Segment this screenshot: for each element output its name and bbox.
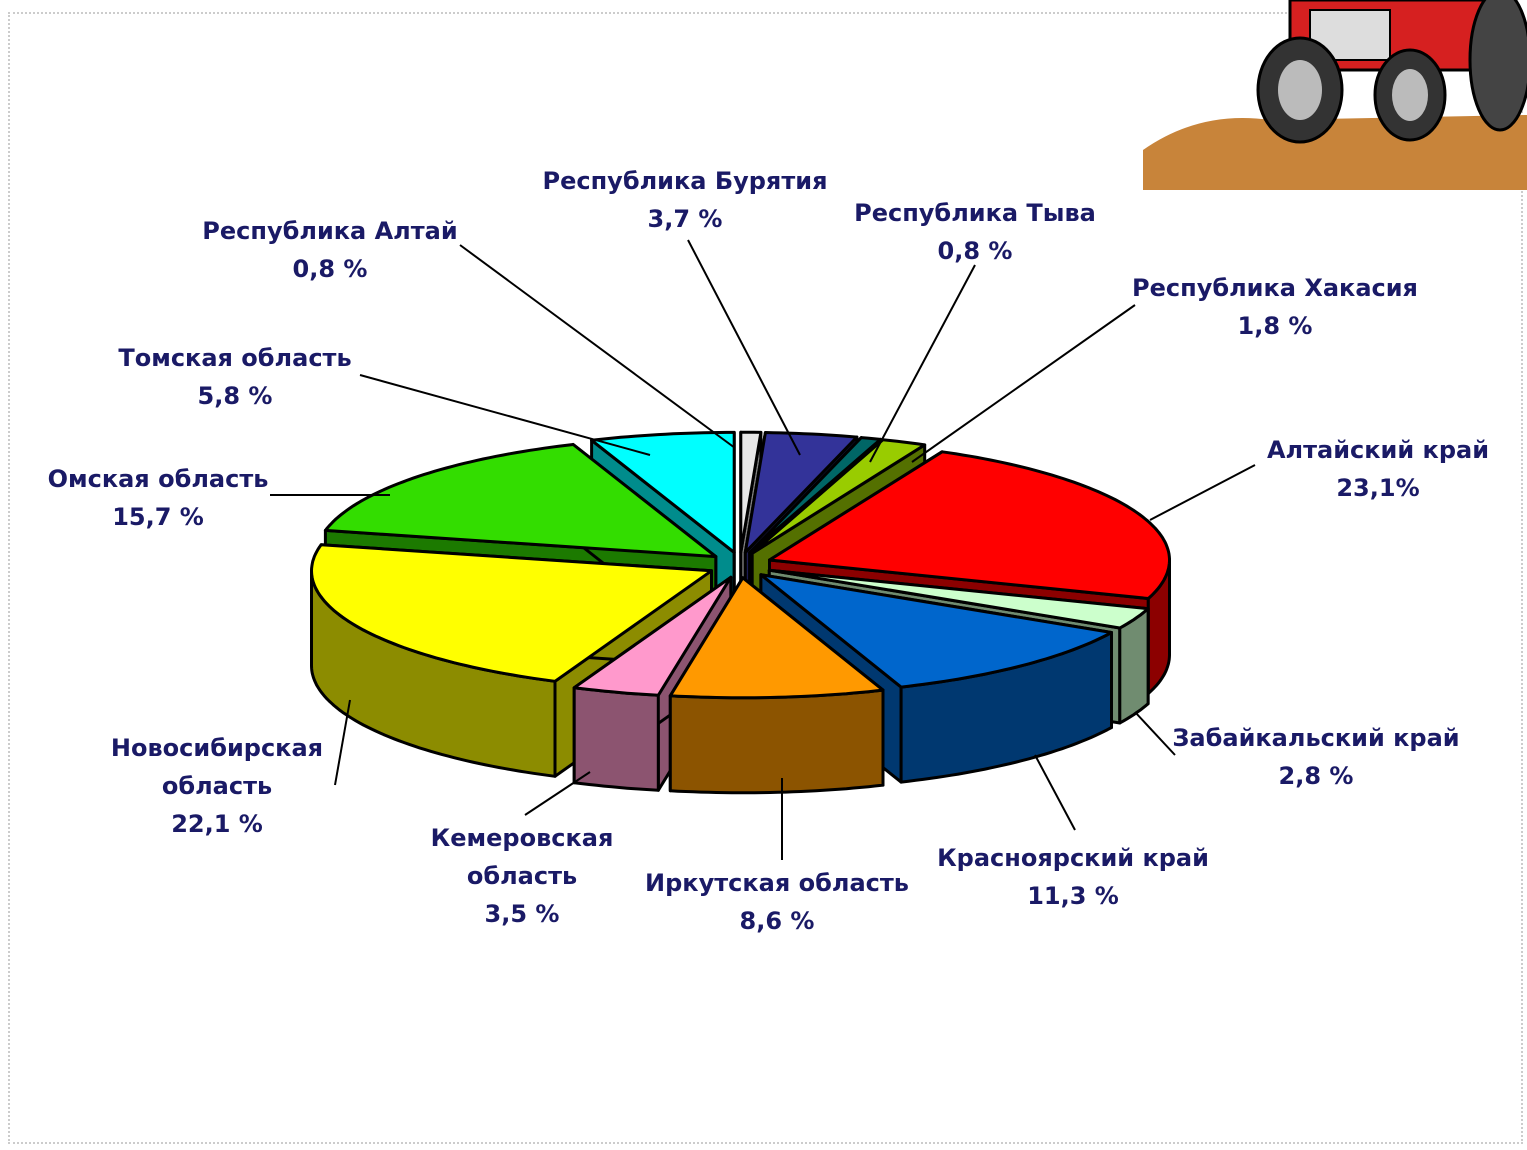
data-label: Республика Бурятия 3,7 % <box>485 162 885 238</box>
leader-line <box>1134 711 1176 756</box>
value-label: 22,1 % <box>171 810 263 838</box>
slice-top <box>767 568 1150 630</box>
category-label: Республика Алтай <box>202 217 458 245</box>
category-label: Республика Тыва <box>854 199 1096 227</box>
value-label: 15,7 % <box>112 503 204 531</box>
data-label: Омская область 15,7 % <box>0 460 358 536</box>
category-label: Кемеровская область <box>430 824 614 890</box>
data-label: Томская область 5,8 % <box>35 339 435 415</box>
leader-line <box>911 304 1136 463</box>
category-label: Республика Бурятия <box>542 167 828 195</box>
slice-top <box>668 576 885 700</box>
data-label: Кемеровская область 3,5 % <box>417 819 627 933</box>
category-label: Омская область <box>47 465 269 493</box>
value-label: 0,8 % <box>937 237 1013 265</box>
value-label: 0,8 % <box>292 255 368 283</box>
data-label: Республика Алтай 0,8 % <box>130 212 530 288</box>
value-label: 1,8 % <box>1237 312 1313 340</box>
slice-top <box>572 575 733 697</box>
category-label: Забайкальский край <box>1172 724 1460 752</box>
slice-wall <box>668 688 885 795</box>
category-label: Республика Хакасия <box>1132 274 1418 302</box>
tractor-illustration <box>1143 0 1527 190</box>
leader-line <box>1149 464 1256 521</box>
category-label: Иркутская область <box>645 869 909 897</box>
slice-top <box>768 450 1171 600</box>
slice-top <box>759 573 1113 689</box>
category-label: Красноярский край <box>937 844 1209 872</box>
data-label: Алтайский край 23,1% <box>1178 431 1527 507</box>
value-label: 8,6 % <box>739 907 815 935</box>
leader-line <box>459 244 736 449</box>
value-label: 11,3 % <box>1027 882 1119 910</box>
slice-top <box>748 436 882 555</box>
leader-line <box>1034 754 1076 831</box>
category-label: Алтайский край <box>1266 436 1490 464</box>
data-label: Новосибирская область 22,1 % <box>97 729 337 843</box>
slide-frame <box>8 12 1523 1144</box>
data-label: Республика Тыва 0,8 % <box>775 194 1175 270</box>
value-label: 3,5 % <box>484 900 560 928</box>
leader-line <box>869 264 976 463</box>
data-label: Красноярский край 11,3 % <box>873 839 1273 915</box>
slice-top <box>739 430 763 554</box>
data-label: Республика Хакасия 1,8 % <box>1075 269 1475 345</box>
leader-line <box>359 374 651 456</box>
leader-line <box>687 239 801 456</box>
slice-top <box>310 543 713 683</box>
slice-top <box>323 443 718 559</box>
value-label: 3,7 % <box>647 205 723 233</box>
value-label: 23,1% <box>1336 474 1420 502</box>
data-label: Забайкальский край 2,8 % <box>1116 719 1516 795</box>
leader-line <box>524 771 591 816</box>
value-label: 2,8 % <box>1278 762 1354 790</box>
slice-top <box>750 438 927 555</box>
data-label: Иркутская область 8,6 % <box>577 864 977 940</box>
category-label: Новосибирская область <box>110 734 324 800</box>
value-label: 5,8 % <box>197 382 273 410</box>
leader-line <box>334 699 351 786</box>
slice <box>668 576 885 795</box>
category-label: Томская область <box>118 344 352 372</box>
slice-top <box>743 431 859 554</box>
